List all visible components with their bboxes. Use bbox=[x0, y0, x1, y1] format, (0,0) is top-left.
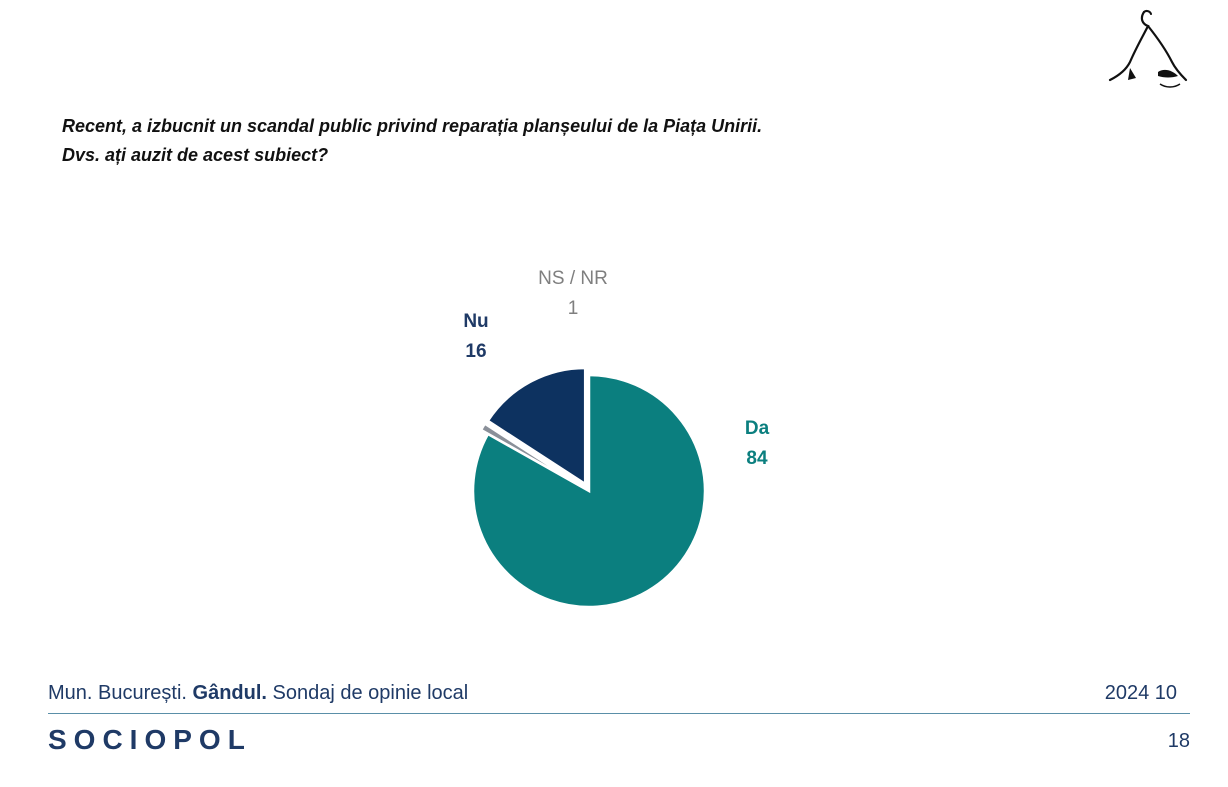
footer-source: Mun. București. Gândul. Sondaj de opinie… bbox=[48, 682, 468, 705]
slice-label: Da bbox=[745, 418, 770, 439]
pie-slice-ns-nr bbox=[479, 422, 583, 488]
question-line-1: Recent, a izbucnit un scandal public pri… bbox=[62, 116, 763, 136]
slice-value: 16 bbox=[465, 341, 486, 362]
page-number: 18 bbox=[1167, 730, 1190, 752]
pie-slice-nu bbox=[486, 366, 587, 487]
question-line-2: Dvs. ați auzit de acest subiect? bbox=[62, 145, 329, 165]
slice-label: NS / NR bbox=[538, 268, 608, 289]
sociopol-brand: SOCIOPOL bbox=[48, 724, 252, 755]
question-text: Recent, a izbucnit un scandal public pri… bbox=[62, 112, 1062, 170]
footer-client: Gândul. bbox=[192, 682, 267, 704]
footer-divider bbox=[48, 713, 1190, 714]
slice-value: 84 bbox=[746, 448, 768, 469]
pie-slice-da bbox=[471, 373, 707, 609]
slice-label: Nu bbox=[463, 311, 488, 332]
sociopol-figure-logo bbox=[1108, 9, 1188, 88]
slice-value: 1 bbox=[568, 298, 579, 319]
footer-date: 2024 10 bbox=[1104, 682, 1177, 704]
footer-city: Mun. București. bbox=[48, 682, 187, 704]
footer-survey: Sondaj de opinie local bbox=[272, 682, 469, 704]
